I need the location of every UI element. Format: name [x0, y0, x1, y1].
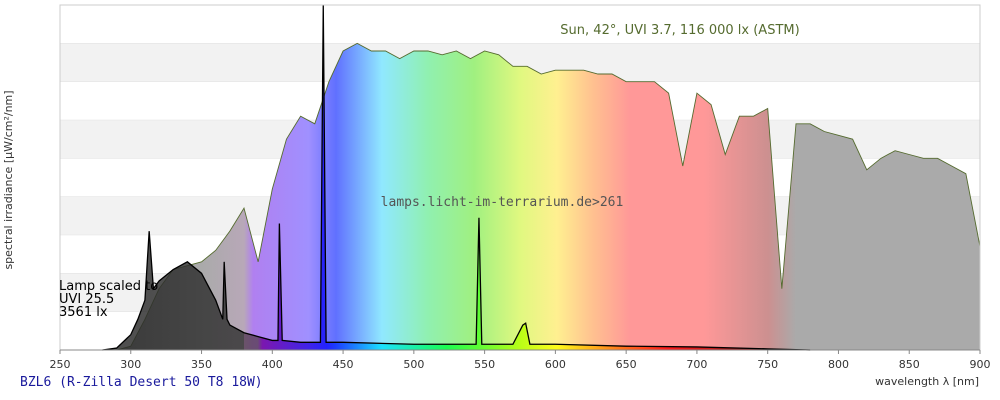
- x-tick-label: 400: [262, 358, 283, 371]
- x-tick-label: 450: [333, 358, 354, 371]
- lamp-annotation: 3561 lx: [59, 305, 108, 320]
- x-tick-label: 700: [686, 358, 707, 371]
- series-line: [116, 42, 981, 351]
- x-tick-label: 300: [120, 358, 141, 371]
- plot: [102, 4, 981, 351]
- x-tick-label: 750: [757, 358, 778, 371]
- x-tick-label: 650: [616, 358, 637, 371]
- x-axis: 250 300 350 400 450 500 550 600 650 700 750 800 850 9…: [50, 349, 991, 371]
- x-tick-label: 850: [899, 358, 920, 371]
- lamp-annotation: UVI 25.5: [59, 292, 114, 307]
- x-tick-label: 500: [403, 358, 424, 371]
- sun-annotation: Sun, 42°, UVI 3.7, 116 000 lx (ASTM): [560, 23, 799, 38]
- x-tick-label: 350: [191, 358, 212, 371]
- caption: BZL6 (R-Zilla Desert 50 T8 18W): [20, 375, 263, 390]
- series-line: [102, 4, 811, 351]
- y-axis-label: spectral irradiance [µW/cm²/nm]: [2, 90, 15, 269]
- lamp-annotation: Lamp scaled to: [59, 279, 158, 294]
- x-tick-label: 550: [474, 358, 495, 371]
- series-area: [116, 43, 981, 350]
- x-tick-label: 900: [970, 358, 991, 371]
- x-axis-label: wavelength λ [nm]: [875, 375, 979, 388]
- x-tick-label: 600: [545, 358, 566, 371]
- x-tick-label: 250: [50, 358, 71, 371]
- x-tick-label: 800: [828, 358, 849, 371]
- watermark: lamps.licht-im-terrarium.de>261: [381, 195, 624, 210]
